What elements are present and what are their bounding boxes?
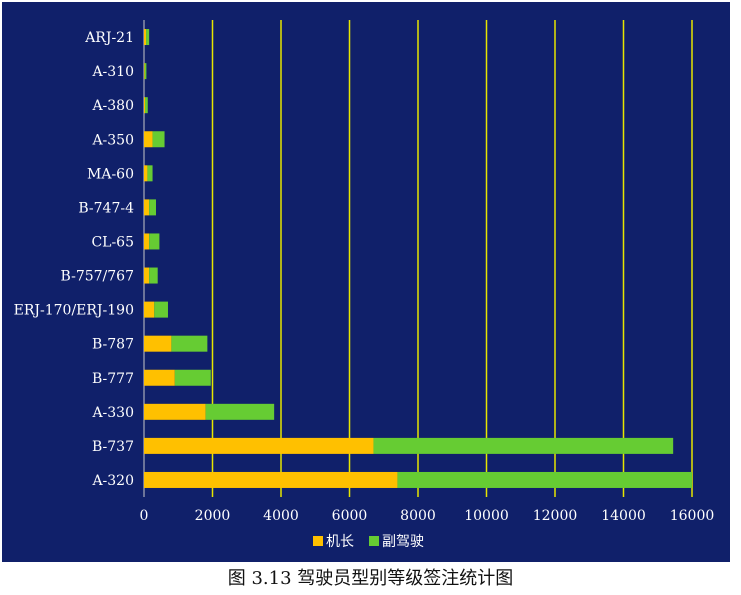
bar-a-320-first-officer (397, 471, 692, 488)
x-tick-label-12000: 12000 (533, 508, 578, 524)
bar-ma-60-captain (144, 165, 148, 182)
y-tick-label-arj-21: ARJ-21 (84, 30, 134, 46)
y-tick-label-cl-65: CL-65 (91, 234, 134, 250)
bars (144, 29, 692, 488)
y-tick-label-a-320: A-320 (91, 473, 134, 489)
y-tick-label-a-310: A-310 (91, 64, 134, 80)
x-tick-label-14000: 14000 (601, 508, 646, 524)
y-tick-label-a-330: A-330 (91, 405, 134, 421)
bar-a-330-captain (144, 403, 206, 420)
y-tick-label-b-757-767: B-757/767 (61, 269, 134, 285)
bar-ma-60-first-officer (147, 165, 153, 182)
bar-b-787-first-officer (171, 335, 208, 352)
legend: 机长 副驾驶 (313, 534, 424, 550)
y-tick-labels: ARJ-21 A-310 A-380 A-350 MA-60 B-747-4 CL-65 B-… (14, 30, 134, 489)
bar-a-380-first-officer (145, 97, 148, 114)
bar-chart: ARJ-21 A-310 A-380 A-350 MA-60 B-747-4 CL-65 B-… (2, 2, 730, 562)
bar-a-380-captain (144, 97, 146, 114)
x-tick-label-6000: 6000 (332, 508, 368, 524)
x-tick-label-4000: 4000 (263, 508, 299, 524)
y-tick-label-b-777: B-777 (92, 371, 134, 387)
figure-caption: 图 3.13 驾驶员型别等级签注统计图 (227, 568, 514, 589)
bar-b-787-captain (144, 335, 172, 352)
bar-arj-21-captain (144, 29, 147, 46)
bar-b-777-captain (144, 369, 175, 386)
bar-a-310-first-officer (144, 63, 147, 80)
y-tick-label-a-380: A-380 (91, 98, 134, 114)
bar-a-330-first-officer (205, 403, 275, 420)
bar-b-747-4-captain (144, 199, 150, 216)
bar-erj-170-erj-190-captain (144, 301, 155, 318)
y-tick-label-b-737: B-737 (92, 439, 134, 455)
y-tick-label-b-747-4: B-747-4 (78, 200, 134, 216)
x-tick-label-10000: 10000 (464, 508, 509, 524)
bar-b-747-4-first-officer (149, 199, 156, 216)
bar-b-757-767-captain (144, 267, 150, 284)
x-tick-label-8000: 8000 (400, 508, 436, 524)
chart-panel: ARJ-21 A-310 A-380 A-350 MA-60 B-747-4 CL-65 B-… (2, 2, 730, 562)
bar-b-777-first-officer (174, 369, 211, 386)
bar-b-737-first-officer (373, 437, 674, 454)
bar-b-737-captain (144, 437, 374, 454)
bar-a-310-captain (144, 63, 145, 80)
bar-arj-21-first-officer (146, 29, 150, 46)
bar-erj-170-erj-190-first-officer (154, 301, 168, 318)
bar-a-350-captain (144, 131, 153, 148)
bar-b-757-767-first-officer (149, 267, 158, 284)
y-tick-label-b-787: B-787 (92, 337, 134, 353)
y-tick-label-erj-170-erj-190: ERJ-170/ERJ-190 (14, 303, 134, 319)
y-tick-label-a-350: A-350 (91, 132, 134, 148)
legend-swatch-captain (313, 536, 323, 546)
x-tick-label-16000: 16000 (670, 508, 715, 524)
bar-a-320-captain (144, 471, 398, 488)
legend-label-captain: 机长 (326, 534, 354, 550)
bar-cl-65-first-officer (149, 233, 160, 250)
x-tick-label-2000: 2000 (195, 508, 231, 524)
x-tick-labels: 0 2000 4000 6000 8000 10000 12000 14000 16000 (140, 508, 715, 524)
x-tick-label-0: 0 (140, 508, 149, 524)
bar-a-350-first-officer (152, 131, 165, 148)
chart-background (2, 2, 730, 562)
legend-swatch-first-officer (369, 536, 379, 546)
y-tick-label-ma-60: MA-60 (87, 166, 134, 182)
legend-label-first-officer: 副驾驶 (382, 534, 424, 550)
bar-cl-65-captain (144, 233, 150, 250)
